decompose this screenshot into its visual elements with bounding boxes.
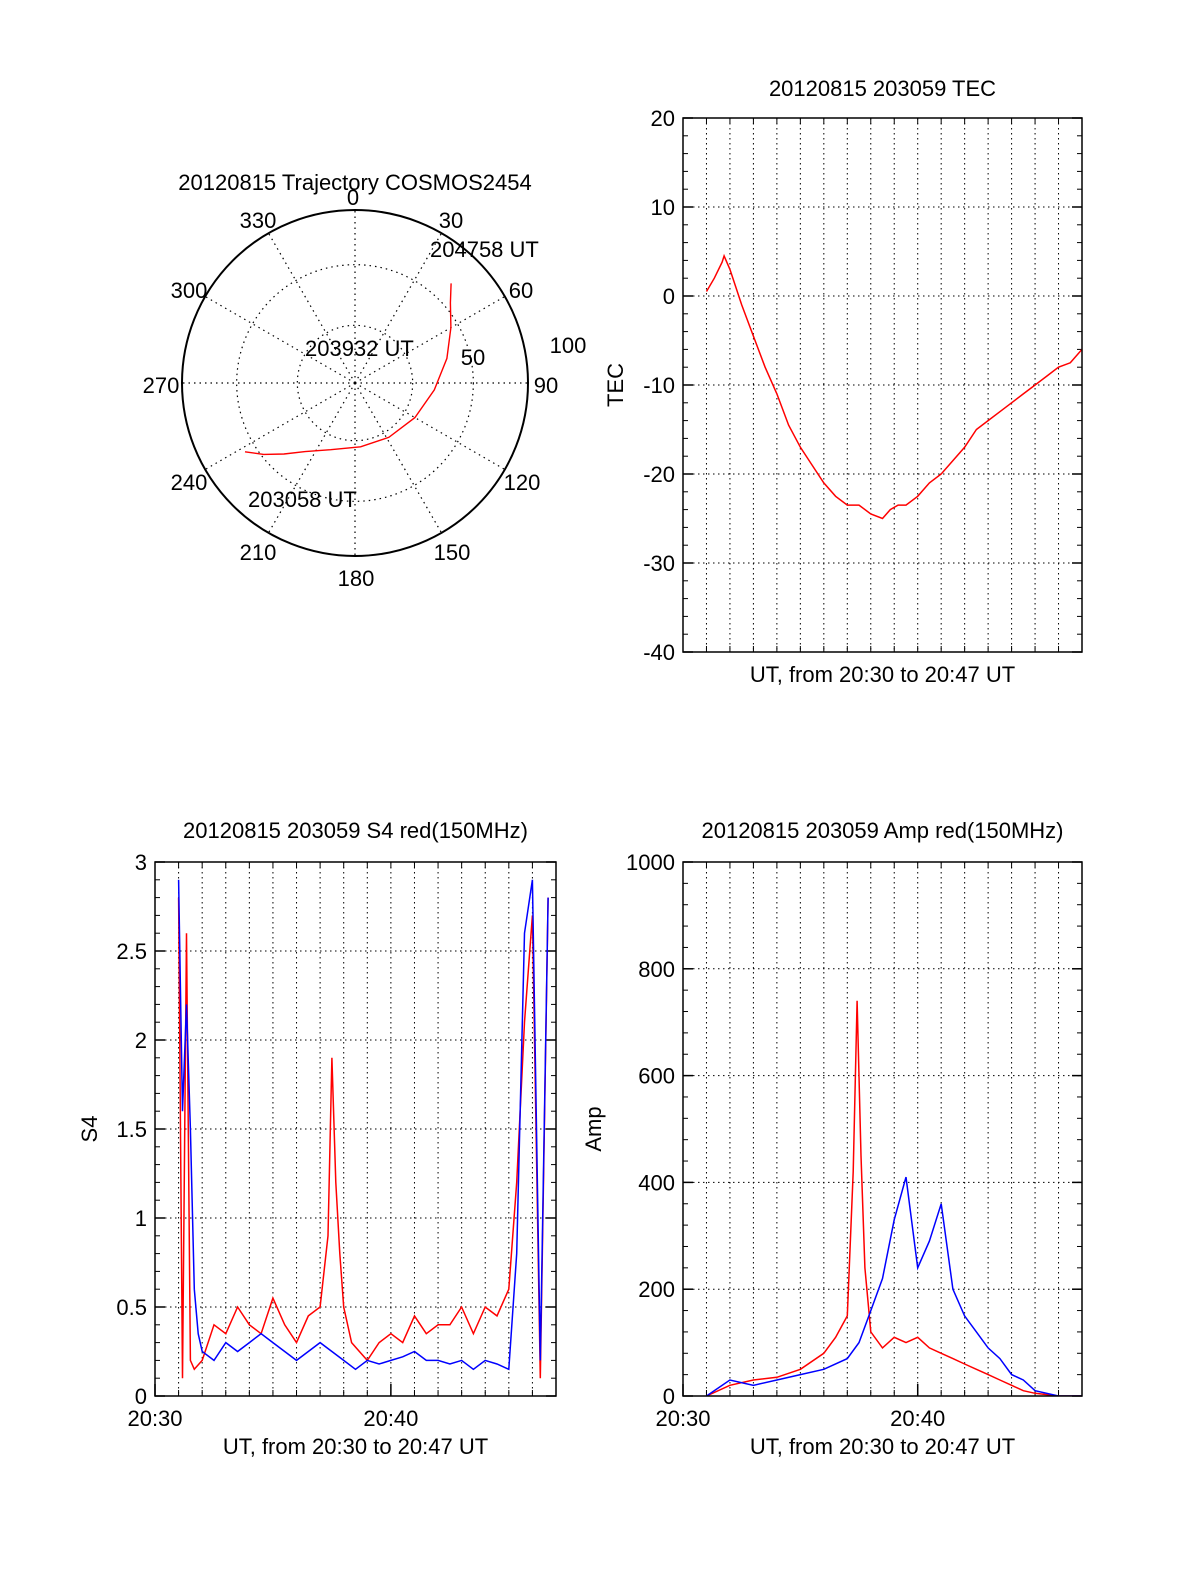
amp-chart-ytick-label: 800	[638, 957, 675, 982]
polar-spoke	[354, 232, 443, 384]
s4-chart-xlabel: UT, from 20:30 to 20:47 UT	[223, 1434, 488, 1459]
amp-chart-frame	[682, 861, 1083, 1397]
s4-chart-ylabel: S4	[77, 1116, 102, 1143]
amp-chart-ytick-label: 600	[638, 1064, 675, 1089]
s4-chart-ytick-label: 1	[135, 1206, 147, 1231]
polar-angle-label: 330	[240, 208, 277, 233]
tec-chart-series-line-0	[705, 253, 1082, 520]
polar-angle-label: 240	[171, 470, 208, 495]
polar-annotation: 204758 UT	[430, 237, 539, 262]
tec-chart-xlabel: UT, from 20:30 to 20:47 UT	[750, 662, 1015, 687]
polar-angle-label: 180	[338, 566, 375, 591]
polar-title: 20120815 Trajectory COSMOS2454	[178, 170, 531, 195]
polar-spoke	[267, 382, 356, 534]
s4-chart-xtick-label: 20:40	[363, 1406, 418, 1431]
polar-spoke	[354, 382, 443, 534]
polar-trajectory-line	[244, 283, 452, 456]
polar-annotation: 203932 UT	[305, 336, 414, 361]
amp-chart-title: 20120815 203059 Amp red(150MHz)	[701, 818, 1063, 843]
polar-radial-label: 50	[461, 345, 485, 370]
tec-chart-ytick-label: -20	[643, 462, 675, 487]
amp-chart-series-line-0	[706, 1000, 1082, 1396]
polar-angle-label: 30	[439, 208, 463, 233]
polar-angle-label: 90	[534, 373, 558, 398]
polar-angle-label: 150	[434, 540, 471, 565]
s4-chart-ytick-label: 3	[135, 850, 147, 875]
s4-chart-ytick-label: 2.5	[116, 939, 147, 964]
polar-angle-label: 60	[509, 278, 533, 303]
amp-chart-xlabel: UT, from 20:30 to 20:47 UT	[750, 1434, 1015, 1459]
polar-grid-circle	[236, 264, 474, 502]
s4-chart-ytick-label: 0.5	[116, 1295, 147, 1320]
amp-chart-ytick-label: 1000	[626, 850, 675, 875]
amp-chart-ytick-label: 400	[638, 1170, 675, 1195]
polar-spoke	[354, 295, 506, 384]
tec-chart-title: 20120815 203059 TEC	[769, 76, 996, 101]
tec-chart-ylabel: TEC	[603, 363, 628, 407]
s4-chart-ytick-label: 2	[135, 1028, 147, 1053]
polar-grid-circle	[296, 324, 414, 442]
polar-outer-circle	[181, 209, 529, 557]
polar-angle-label: 120	[504, 470, 541, 495]
polar-angle-label: 300	[171, 278, 208, 303]
amp-chart-xtick-label: 20:40	[890, 1406, 945, 1431]
tec-chart-ytick-label: -10	[643, 373, 675, 398]
tec-chart-ytick-label: 10	[651, 195, 675, 220]
tec-chart-frame	[682, 117, 1083, 653]
s4-chart-xtick-label: 20:30	[127, 1406, 182, 1431]
s4-chart-ytick-label: 0	[135, 1384, 147, 1409]
polar-angle-label: 210	[240, 540, 277, 565]
amp-chart-ytick-label: 200	[638, 1277, 675, 1302]
s4-chart-ytick-label: 1.5	[116, 1117, 147, 1142]
polar-radial-label: 100	[550, 333, 587, 358]
tec-chart-ytick-label: 20	[651, 106, 675, 131]
polar-annotation: 203058 UT	[248, 487, 357, 512]
s4-chart-series-line-1	[177, 879, 549, 1371]
s4-chart-frame	[154, 861, 557, 1397]
polar-spoke	[204, 295, 356, 384]
s4-chart-title: 20120815 203059 S4 red(150MHz)	[183, 818, 528, 843]
polar-angle-label: 0	[347, 185, 359, 210]
tec-chart-ytick-label: 0	[663, 284, 675, 309]
polar-spoke	[267, 232, 356, 384]
amp-chart-ytick-label: 0	[663, 1384, 675, 1409]
polar-spoke	[204, 382, 356, 471]
polar-angle-label: 270	[143, 373, 180, 398]
s4-chart-series-line-0	[177, 897, 549, 1379]
tec-chart-ytick-label: -40	[643, 640, 675, 665]
amp-chart-ylabel: Amp	[581, 1106, 606, 1151]
amp-chart-series-line-1	[706, 1176, 1082, 1396]
tec-chart-ytick-label: -30	[643, 551, 675, 576]
polar-spoke	[354, 382, 506, 471]
amp-chart-xtick-label: 20:30	[655, 1406, 710, 1431]
